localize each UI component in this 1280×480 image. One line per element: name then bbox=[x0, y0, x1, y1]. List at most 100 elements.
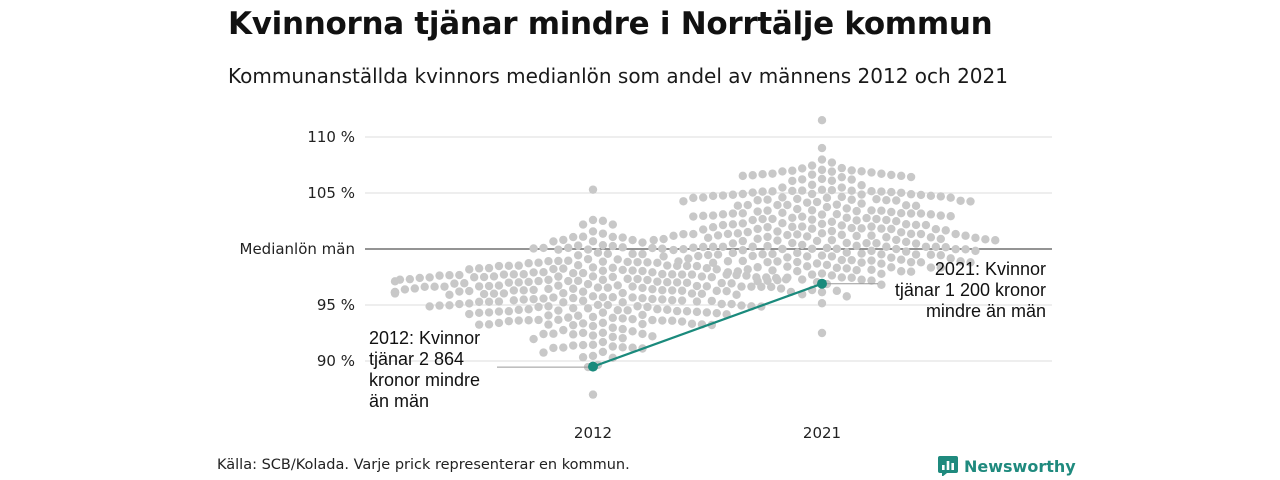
municipality-dot bbox=[727, 299, 736, 309]
municipality-dot bbox=[702, 282, 712, 291]
municipality-dot bbox=[638, 293, 647, 303]
municipality-dot bbox=[425, 302, 434, 311]
municipality-dot bbox=[682, 307, 692, 316]
municipality-dot bbox=[677, 270, 687, 279]
municipality-dot bbox=[578, 296, 588, 305]
highlight-series bbox=[497, 278, 878, 372]
municipality-dot bbox=[628, 293, 637, 302]
municipality-dot bbox=[703, 250, 713, 260]
municipality-dot bbox=[539, 243, 548, 253]
municipality-dot bbox=[519, 295, 528, 304]
municipality-dot bbox=[633, 257, 642, 267]
municipality-dot bbox=[682, 278, 692, 287]
newsworthy-logo-icon bbox=[938, 456, 958, 476]
municipality-dot bbox=[798, 222, 807, 231]
municipality-dot bbox=[689, 193, 698, 203]
municipality-dot bbox=[708, 258, 718, 268]
municipality-dot bbox=[773, 227, 782, 236]
municipality-dot bbox=[559, 264, 568, 273]
municipality-dot bbox=[707, 272, 716, 282]
municipality-dot bbox=[697, 272, 707, 281]
municipality-dot bbox=[569, 303, 578, 313]
municipality-dot bbox=[807, 206, 817, 215]
municipality-dot bbox=[668, 286, 677, 295]
municipality-dot bbox=[872, 194, 881, 204]
municipality-dot bbox=[638, 238, 647, 247]
municipality-dot bbox=[598, 266, 608, 276]
municipality-dot bbox=[852, 266, 861, 275]
municipality-dot bbox=[588, 272, 598, 281]
municipality-dot bbox=[689, 212, 698, 221]
municipality-dot bbox=[753, 263, 762, 272]
municipality-dot bbox=[529, 268, 538, 277]
municipality-dot bbox=[539, 348, 548, 357]
municipality-dot bbox=[936, 263, 945, 272]
municipality-dot bbox=[549, 264, 558, 274]
municipality-dot bbox=[410, 284, 419, 293]
municipality-dot bbox=[892, 235, 901, 245]
municipality-dot bbox=[926, 233, 936, 242]
municipality-dot bbox=[887, 253, 896, 262]
municipality-dot bbox=[916, 209, 926, 218]
municipality-dot bbox=[569, 341, 578, 350]
municipality-dot bbox=[569, 284, 578, 293]
municipality-dot bbox=[956, 257, 965, 266]
municipality-dot bbox=[474, 264, 484, 273]
municipality-dot bbox=[643, 275, 652, 285]
municipality-dot bbox=[659, 252, 668, 261]
municipality-dot bbox=[817, 328, 827, 338]
municipality-dot bbox=[747, 282, 756, 291]
municipality-dot bbox=[499, 270, 509, 279]
municipality-dot bbox=[554, 306, 563, 315]
municipality-dot bbox=[628, 249, 637, 259]
municipality-dot bbox=[723, 229, 733, 239]
municipality-dot bbox=[608, 241, 617, 251]
municipality-dot bbox=[798, 240, 807, 250]
municipality-dot bbox=[832, 244, 842, 254]
municipality-dot bbox=[728, 248, 738, 258]
municipality-dot bbox=[753, 234, 762, 243]
municipality-dot bbox=[842, 238, 851, 248]
municipality-dot bbox=[638, 249, 647, 259]
municipality-dot bbox=[484, 281, 494, 291]
municipality-dot bbox=[692, 297, 702, 306]
municipality-dot bbox=[906, 267, 916, 276]
municipality-dot bbox=[663, 278, 672, 287]
municipality-dot bbox=[773, 275, 782, 285]
municipality-dot bbox=[758, 187, 767, 196]
municipality-dot bbox=[758, 214, 767, 224]
municipality-dot bbox=[598, 337, 608, 347]
y-tick-label: 110 % bbox=[307, 128, 355, 146]
municipality-dot bbox=[679, 197, 688, 206]
municipality-dot bbox=[798, 275, 807, 284]
municipality-dot bbox=[882, 215, 891, 225]
municipality-dot bbox=[608, 220, 617, 229]
municipality-dot bbox=[882, 233, 891, 242]
municipality-dot bbox=[564, 256, 573, 265]
municipality-dot bbox=[783, 253, 792, 262]
municipality-dot bbox=[713, 250, 723, 259]
municipality-dot bbox=[628, 327, 637, 336]
municipality-dot bbox=[867, 206, 876, 215]
municipality-dot bbox=[768, 266, 777, 275]
municipality-dot bbox=[788, 213, 797, 223]
municipality-dot bbox=[638, 329, 647, 339]
municipality-dot bbox=[951, 244, 960, 254]
municipality-dot bbox=[623, 274, 632, 284]
municipality-dot bbox=[598, 318, 608, 328]
municipality-dot bbox=[718, 191, 728, 200]
municipality-dot bbox=[832, 200, 842, 209]
municipality-dot bbox=[936, 192, 945, 201]
municipality-dot bbox=[738, 236, 747, 246]
municipality-dot bbox=[901, 247, 911, 256]
municipality-dot bbox=[692, 307, 702, 317]
municipality-dot bbox=[588, 237, 598, 246]
municipality-dot bbox=[554, 256, 563, 266]
municipality-dot bbox=[608, 342, 617, 351]
municipality-dot bbox=[728, 239, 738, 248]
municipality-dot bbox=[857, 190, 866, 199]
municipality-dot bbox=[817, 165, 827, 175]
municipality-dot bbox=[847, 175, 856, 184]
municipality-dot bbox=[677, 317, 687, 326]
municipality-dot bbox=[827, 226, 837, 236]
